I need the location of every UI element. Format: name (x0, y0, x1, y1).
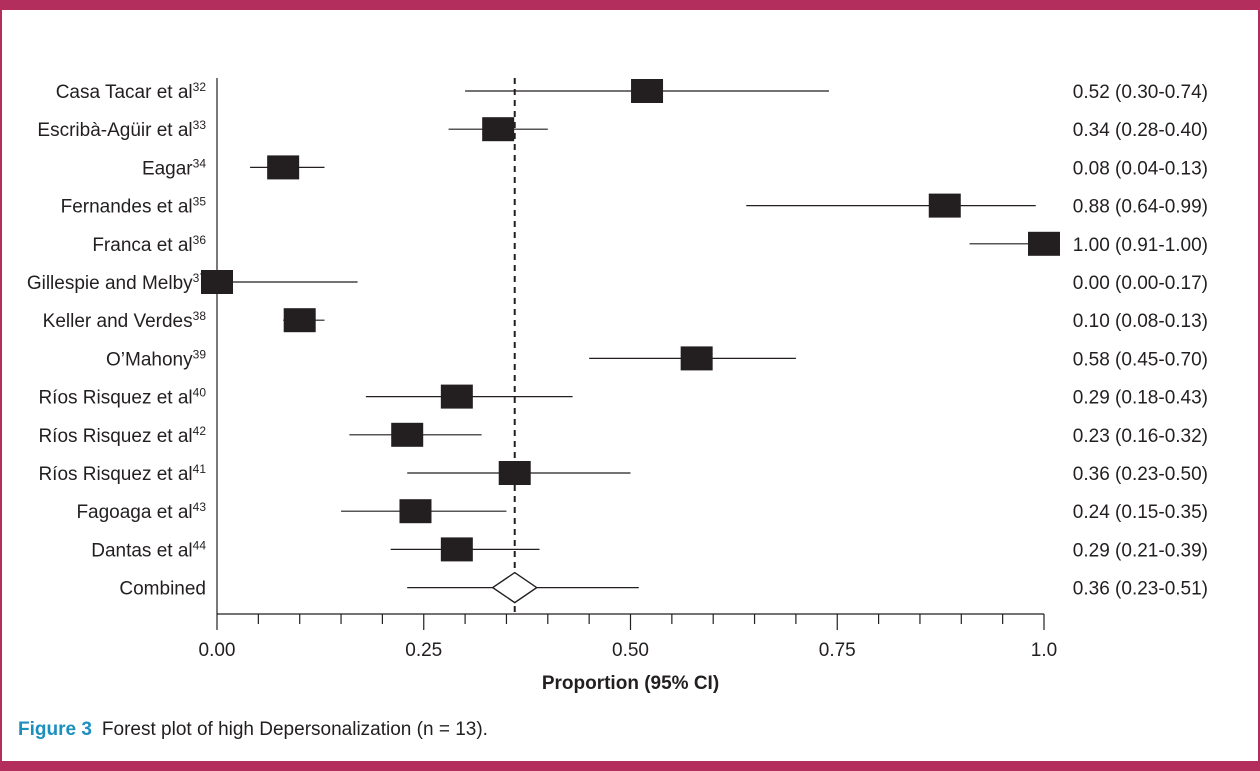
estimate-label: 0.88 (0.64-0.99) (1073, 197, 1208, 218)
x-axis-title: Proportion (95% CI) (542, 673, 719, 694)
x-tick-label: 0.00 (199, 640, 236, 661)
x-tick-label: 0.50 (612, 640, 649, 661)
study-label: Fagoaga et al43 (76, 500, 206, 523)
estimate-marker (267, 155, 300, 180)
estimate-label: 0.00 (0.00-0.17) (1073, 273, 1208, 294)
x-tick-label: 1.0 (1031, 640, 1057, 661)
estimate-label: 0.52 (0.30-0.74) (1073, 82, 1208, 103)
estimate-marker (631, 79, 664, 103)
frame-right-border (1258, 10, 1260, 761)
estimate-label: 1.00 (0.91-1.00) (1073, 235, 1208, 256)
frame-left-border (0, 10, 2, 761)
study-label: Ríos Risquez et al41 (38, 462, 206, 485)
study-label: Casa Tacar et al32 (56, 80, 207, 103)
estimate-label: 0.24 (0.15-0.35) (1073, 502, 1208, 523)
estimate-label: 0.29 (0.18-0.43) (1073, 388, 1208, 409)
estimate-marker (498, 461, 531, 485)
estimate-marker (680, 346, 713, 371)
estimate-marker (391, 422, 424, 447)
frame-top-border (0, 0, 1260, 10)
x-tick-label: 0.75 (819, 640, 856, 661)
study-label: Escribà-Agüir et al33 (37, 118, 206, 141)
estimate-marker (482, 117, 515, 142)
study-label: Eagar34 (142, 156, 206, 179)
combined-estimate-label: 0.36 (0.23-0.51) (1073, 579, 1208, 600)
estimate-marker (440, 537, 473, 562)
estimate-label: 0.36 (0.23-0.50) (1073, 464, 1208, 485)
figure-caption: Figure 3 Forest plot of high Depersonaliz… (18, 719, 488, 741)
estimate-label: 0.23 (0.16-0.32) (1073, 426, 1208, 447)
estimate-marker (928, 193, 961, 218)
study-label: Franca et al36 (92, 233, 206, 256)
study-label: O’Mahony39 (106, 347, 206, 370)
estimate-marker (440, 384, 473, 409)
estimate-marker (399, 499, 432, 524)
estimate-label: 0.08 (0.04-0.13) (1073, 158, 1208, 179)
estimate-marker (201, 270, 233, 294)
figure-label: Figure 3 (18, 719, 92, 740)
estimate-label: 0.10 (0.08-0.13) (1073, 311, 1208, 332)
combined-diamond-marker (491, 571, 538, 604)
study-label: Fernandes et al35 (61, 195, 207, 218)
study-label: Keller and Verdes38 (43, 309, 207, 332)
frame-bottom-border (0, 761, 1260, 771)
estimate-marker (1028, 231, 1060, 256)
estimate-label: 0.58 (0.45-0.70) (1073, 349, 1208, 370)
estimate-label: 0.34 (0.28-0.40) (1073, 120, 1208, 141)
study-label: Gillespie and Melby37 (27, 271, 206, 294)
study-label: Dantas et al44 (91, 538, 206, 561)
estimate-label: 0.29 (0.21-0.39) (1073, 540, 1208, 561)
study-label: Ríos Risquez et al40 (38, 386, 206, 409)
estimate-marker (283, 308, 316, 333)
x-tick-label: 0.25 (405, 640, 442, 661)
study-label: Ríos Risquez et al42 (38, 424, 206, 447)
figure-caption-text: Forest plot of high Depersonalization (n… (101, 719, 488, 740)
study-label: Combined (119, 579, 206, 600)
